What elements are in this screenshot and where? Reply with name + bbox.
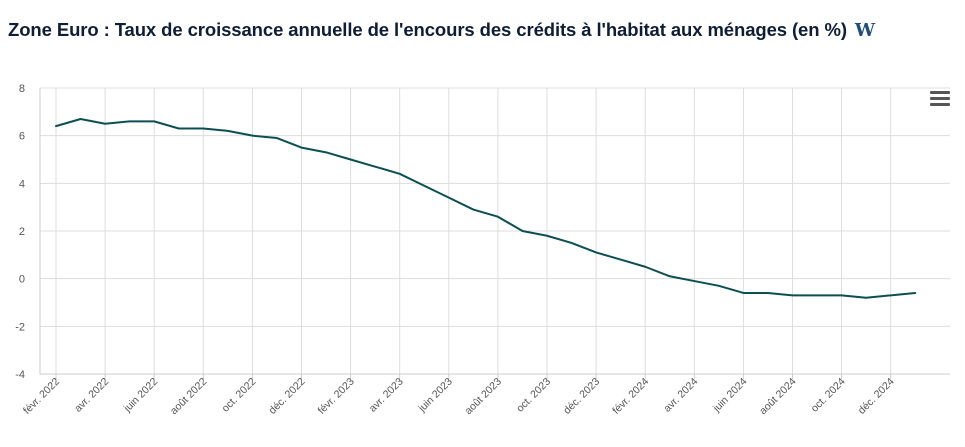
x-tick-label: avr. 2023 (367, 376, 406, 415)
w-logo-icon[interactable]: W (854, 19, 876, 41)
x-tick-label: juin 2022 (121, 376, 160, 415)
x-tick-label: août 2024 (757, 376, 799, 418)
y-tick-label: 4 (19, 178, 25, 190)
x-tick-label: oct. 2022 (219, 376, 258, 415)
x-tick-label: oct. 2023 (514, 376, 553, 415)
y-tick-label: 0 (19, 274, 25, 286)
grid-layer (39, 87, 950, 379)
y-axis-ticks: 8 6 4 2 0 -2 -4 (15, 83, 25, 381)
x-tick-label: févr. 2024 (610, 376, 651, 417)
x-axis-ticks: févr. 2022 avr. 2022 juin 2022 août 2022 oct… (21, 376, 897, 418)
x-tick-label: oct. 2024 (809, 376, 848, 415)
x-tick-label: déc. 2024 (856, 376, 897, 417)
x-tick-label: févr. 2023 (316, 376, 357, 417)
x-tick-label: déc. 2022 (267, 376, 308, 417)
y-tick-label: 2 (19, 226, 25, 238)
series-layer (55, 117, 917, 299)
x-tick-label: avr. 2024 (661, 376, 700, 415)
chart-header: Zone Euro : Taux de croissance annuelle … (8, 16, 875, 44)
x-tick-label: juin 2024 (710, 376, 749, 415)
y-tick-label: 6 (19, 131, 25, 143)
x-tick-label: avr. 2022 (72, 376, 111, 415)
x-tick-label: juin 2023 (416, 376, 455, 415)
y-tick-label: -4 (15, 369, 25, 381)
series-line (55, 117, 917, 299)
legend-area (0, 441, 965, 447)
y-tick-label: 8 (19, 83, 25, 95)
x-tick-label: déc. 2023 (561, 376, 602, 417)
chart-title: Zone Euro : Taux de croissance annuelle … (8, 19, 847, 40)
x-tick-label: août 2022 (168, 376, 210, 418)
y-tick-label: -2 (15, 321, 25, 333)
hamburger-menu-icon[interactable] (930, 91, 950, 107)
x-tick-label: août 2023 (463, 376, 505, 418)
x-tick-label: févr. 2022 (21, 376, 62, 417)
